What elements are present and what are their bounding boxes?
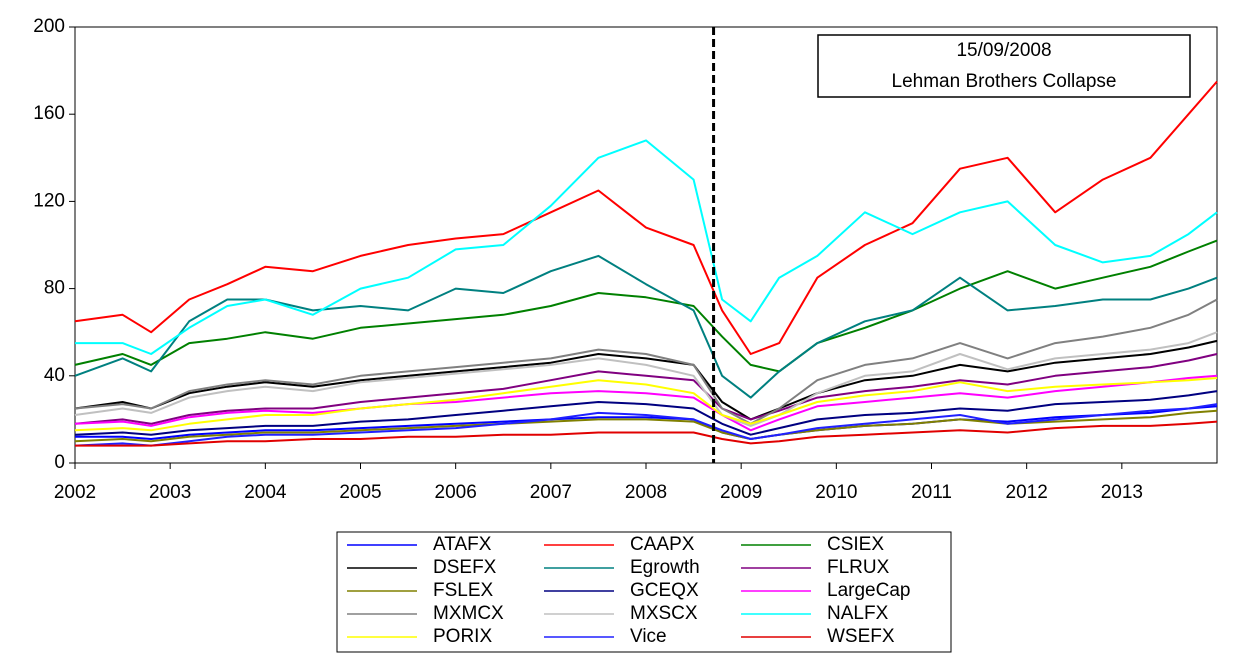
legend-label: GCEQX: [630, 580, 699, 601]
x-tick-label: 2008: [625, 482, 667, 503]
y-tick-label: 40: [44, 365, 65, 386]
series-line: [74, 390, 1218, 436]
legend-label: DSEFX: [433, 557, 497, 578]
legend-label: Egrowth: [630, 557, 700, 578]
legend-label: WSEFX: [827, 626, 895, 647]
legend-label: ATAFX: [433, 534, 492, 555]
series-line: [74, 80, 1218, 355]
series-line: [74, 331, 1218, 427]
x-tick-label: 2011: [911, 482, 952, 503]
x-tick-label: 2007: [530, 482, 572, 503]
series-line: [74, 353, 1218, 425]
series-line: [74, 339, 1218, 421]
x-tick-label: 2002: [54, 482, 96, 503]
y-tick-label: 80: [44, 278, 65, 299]
series-line: [74, 374, 1218, 432]
y-tick-label: 120: [33, 190, 65, 211]
legend-label: CSIEX: [827, 534, 884, 555]
legend-label: FLRUX: [827, 557, 890, 578]
x-tick-label: 2012: [1006, 482, 1048, 503]
legend-label: PORIX: [433, 626, 492, 647]
x-tick-label: 2004: [244, 482, 287, 503]
y-tick-label: 0: [54, 452, 65, 473]
legend-box: [336, 531, 952, 653]
y-tick-label: 160: [33, 103, 65, 124]
legend-label: LargeCap: [827, 580, 910, 601]
series-line: [75, 420, 1218, 447]
x-tick-label: 2006: [435, 482, 477, 503]
legend-label: CAAPX: [630, 534, 695, 555]
series-line: [74, 409, 1218, 443]
legend-label: Vice: [630, 626, 667, 647]
series-line: [74, 403, 1218, 447]
series-line: [75, 139, 1218, 355]
legend-label: MXMCX: [433, 603, 504, 624]
legend-label: FSLEX: [433, 580, 494, 601]
x-tick-label: 2009: [720, 482, 762, 503]
series-line: [74, 254, 1218, 399]
legend-label: NALFX: [827, 603, 889, 624]
series-line: [74, 239, 1218, 373]
x-tick-label: 2005: [339, 482, 381, 503]
series-line: [74, 298, 1218, 425]
legend-label: MXSCX: [630, 603, 698, 624]
annotation-box: [817, 34, 1191, 98]
annotation-text: Lehman Brothers Collapse: [892, 71, 1117, 92]
series-line: [74, 377, 1218, 432]
annotation-text: 15/09/2008: [956, 40, 1051, 61]
x-tick-label: 2010: [815, 482, 857, 503]
series-line: [75, 405, 1218, 440]
y-tick-label: 200: [33, 16, 65, 37]
x-tick-label: 2003: [149, 482, 191, 503]
x-tick-label: 2013: [1101, 482, 1143, 503]
